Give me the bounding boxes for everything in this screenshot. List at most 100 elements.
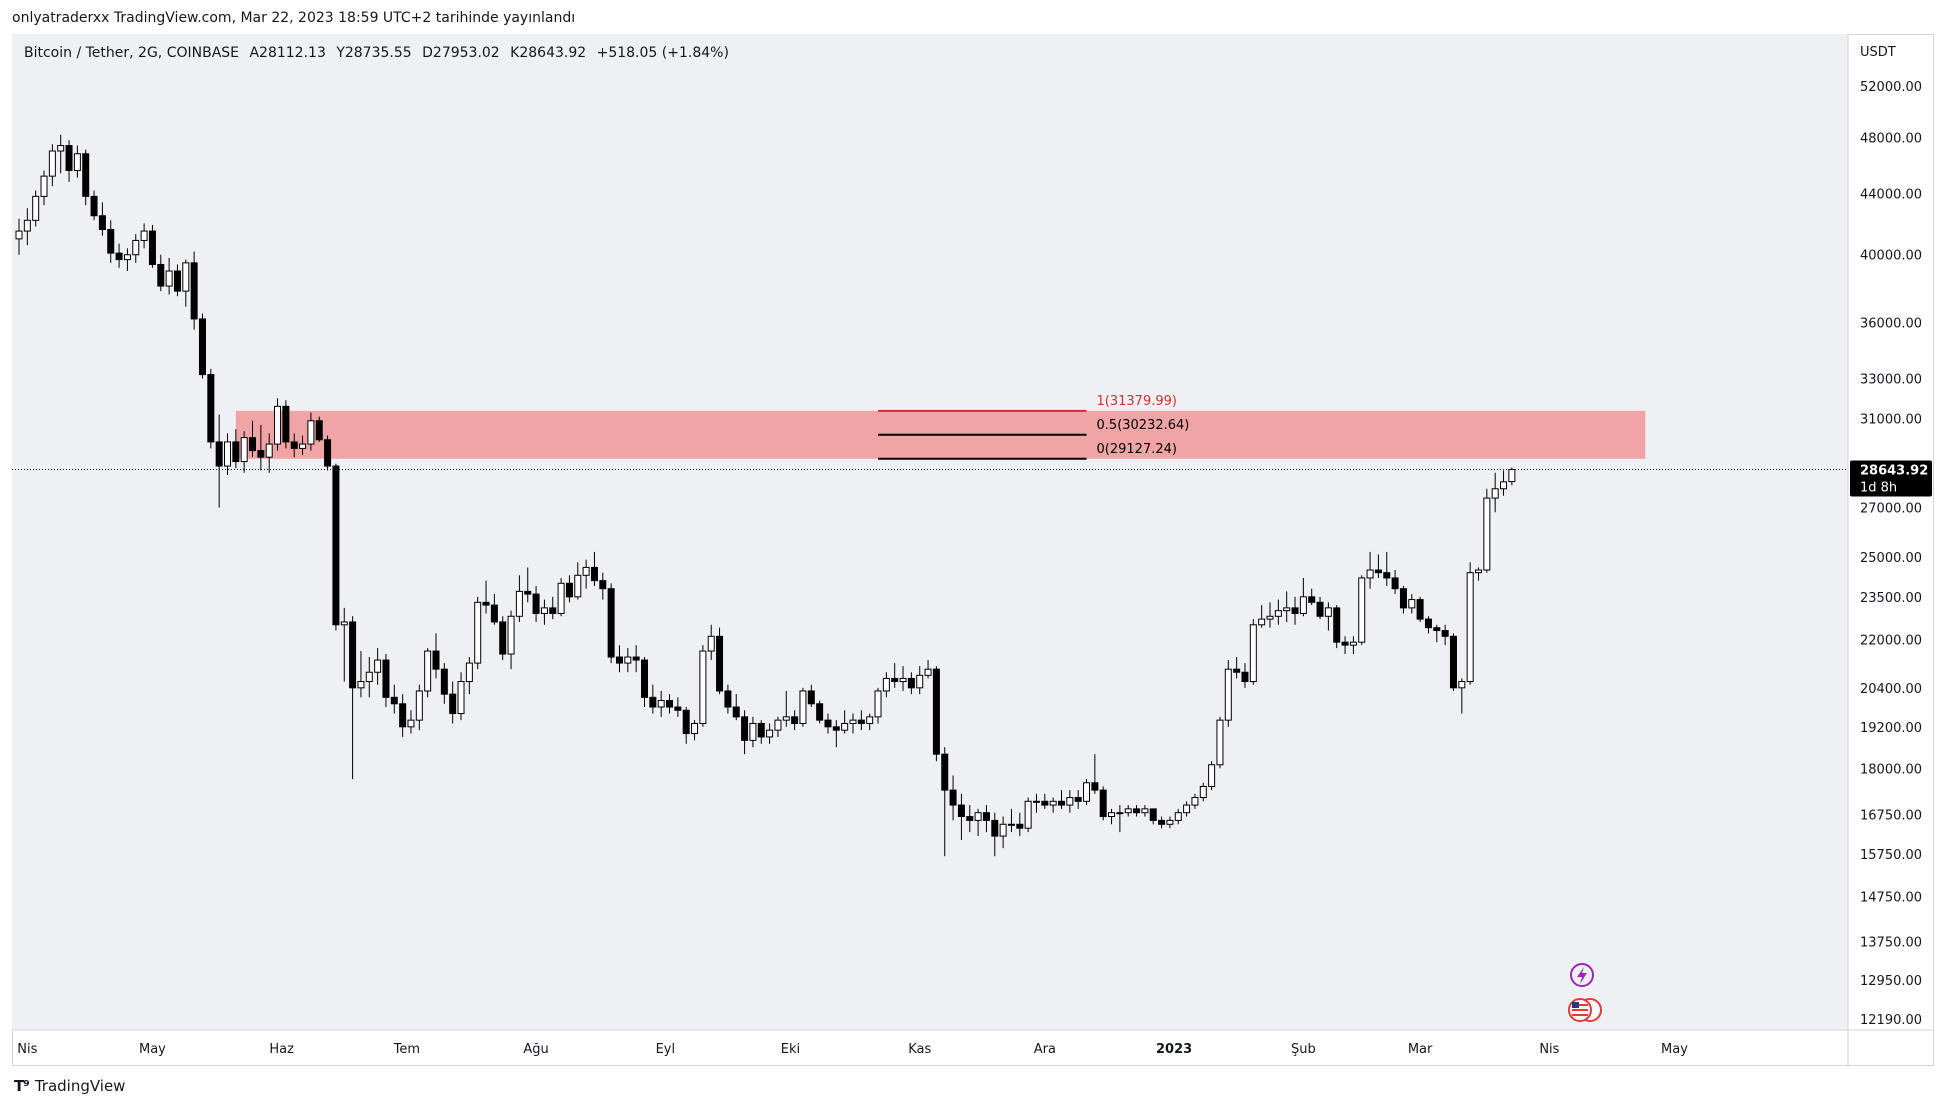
candle[interactable]	[1349, 636, 1357, 655]
candle[interactable]	[165, 257, 173, 295]
candle[interactable]	[257, 424, 265, 471]
candle[interactable]	[841, 710, 849, 734]
candle[interactable]	[107, 220, 115, 263]
candle[interactable]	[65, 140, 73, 182]
candle[interactable]	[1508, 467, 1516, 486]
candle[interactable]	[1058, 790, 1065, 809]
candle[interactable]	[132, 234, 140, 263]
symbol-name[interactable]: Bitcoin / Tether, 2G, COINBASE	[24, 45, 240, 61]
candle[interactable]	[1308, 588, 1316, 606]
candle[interactable]	[1441, 624, 1449, 646]
candle[interactable]	[1191, 793, 1199, 809]
candle[interactable]	[1091, 754, 1099, 794]
candle[interactable]	[182, 259, 190, 307]
candle[interactable]	[824, 713, 832, 734]
event-icons[interactable]	[1568, 963, 1602, 1022]
candle[interactable]	[590, 551, 598, 586]
candle[interactable]	[1266, 602, 1274, 628]
candle[interactable]	[1074, 790, 1082, 809]
fib-retracement[interactable]: 1(31379.99) 0.5(30232.64) 0(29127.24)	[878, 394, 1189, 460]
candle[interactable]	[432, 633, 440, 679]
candle[interactable]	[1007, 808, 1015, 833]
candle[interactable]	[991, 812, 999, 857]
candle[interactable]	[1299, 577, 1307, 617]
candle[interactable]	[1324, 602, 1332, 631]
candle[interactable]	[1124, 805, 1132, 817]
candle[interactable]	[974, 808, 982, 837]
candle[interactable]	[1108, 808, 1116, 825]
candle[interactable]	[1333, 605, 1341, 649]
candle[interactable]	[632, 645, 640, 673]
candle[interactable]	[1199, 782, 1207, 802]
candle[interactable]	[1241, 663, 1249, 688]
candle[interactable]	[916, 666, 924, 695]
candle[interactable]	[1049, 797, 1057, 813]
candle[interactable]	[1366, 551, 1374, 589]
candle[interactable]	[57, 134, 65, 174]
chart-canvas[interactable]: 1(31379.99) 0.5(30232.64) 0(29127.24) US…	[12, 34, 1934, 1066]
candle[interactable]	[532, 585, 540, 622]
candle[interactable]	[966, 805, 974, 833]
candle[interactable]	[849, 713, 857, 734]
candle[interactable]	[649, 684, 657, 714]
candle[interactable]	[624, 648, 632, 673]
candle[interactable]	[1374, 554, 1382, 578]
candle[interactable]	[190, 251, 198, 330]
candle[interactable]	[390, 684, 398, 714]
candle[interactable]	[741, 710, 749, 755]
candle[interactable]	[882, 672, 890, 698]
candle[interactable]	[707, 624, 715, 661]
us-flag-icon[interactable]	[1568, 998, 1602, 1022]
candle[interactable]	[349, 616, 357, 780]
candle[interactable]	[1258, 605, 1266, 628]
candle[interactable]	[641, 657, 648, 708]
candle[interactable]	[682, 707, 690, 744]
candle[interactable]	[1024, 797, 1032, 833]
lightning-icon[interactable]	[1570, 963, 1594, 987]
candle[interactable]	[999, 816, 1007, 849]
candle[interactable]	[415, 684, 423, 731]
candle[interactable]	[557, 577, 565, 617]
candle[interactable]	[1099, 786, 1107, 821]
candle[interactable]	[924, 660, 932, 679]
candle[interactable]	[716, 627, 724, 695]
candle[interactable]	[73, 145, 81, 178]
candle[interactable]	[724, 684, 732, 714]
candle[interactable]	[140, 223, 148, 249]
candle[interactable]	[1208, 761, 1216, 791]
candle[interactable]	[749, 716, 757, 748]
candle[interactable]	[907, 672, 915, 695]
candle[interactable]	[1249, 619, 1257, 685]
candle[interactable]	[599, 572, 607, 600]
candle[interactable]	[357, 651, 365, 698]
candle[interactable]	[1066, 790, 1074, 813]
candle[interactable]	[274, 398, 282, 451]
candle[interactable]	[465, 657, 473, 695]
candle[interactable]	[265, 433, 273, 473]
candle[interactable]	[1283, 591, 1291, 622]
candle[interactable]	[82, 149, 90, 206]
candle[interactable]	[1358, 575, 1366, 646]
tradingview-brand[interactable]: T⁹ TradingView	[14, 1077, 125, 1095]
candle[interactable]	[832, 720, 840, 748]
candle[interactable]	[282, 400, 290, 449]
candle[interactable]	[866, 713, 874, 731]
candle[interactable]	[540, 599, 548, 625]
candle[interactable]	[1458, 678, 1466, 714]
candle[interactable]	[791, 710, 799, 731]
candle[interactable]	[799, 687, 807, 727]
candle[interactable]	[90, 190, 98, 221]
candle[interactable]	[1383, 551, 1391, 586]
candle[interactable]	[1174, 808, 1182, 825]
candle[interactable]	[224, 433, 231, 476]
time-axis[interactable]: Nis May Haz Tem Ağu Eyl Eki Kas Ara 2023 Şub Mar Nis…	[17, 1042, 1688, 1057]
candle[interactable]	[48, 144, 56, 187]
candle[interactable]	[699, 645, 707, 727]
candle[interactable]	[507, 610, 515, 670]
candle[interactable]	[1316, 596, 1324, 620]
candle[interactable]	[157, 254, 165, 292]
candle[interactable]	[1291, 596, 1299, 625]
plot-background[interactable]	[12, 34, 1848, 1030]
candle[interactable]	[332, 463, 340, 631]
candle[interactable]	[1016, 812, 1024, 837]
